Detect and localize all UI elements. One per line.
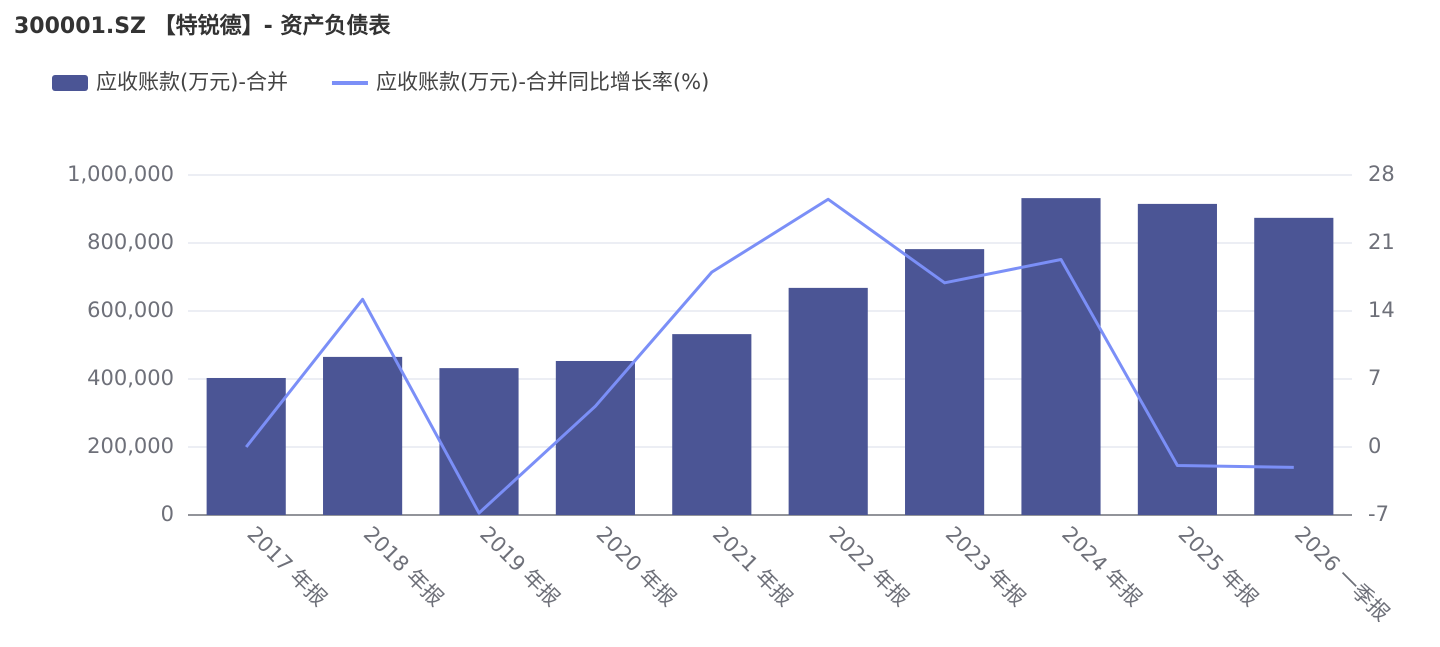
legend-swatch — [52, 75, 88, 91]
y-tick-label: 600,000 — [87, 298, 174, 322]
bar — [788, 287, 868, 515]
x-tick-label: 2018 年报 — [359, 522, 448, 611]
bar — [905, 249, 985, 515]
y2-tick-label: 7 — [1368, 366, 1381, 390]
y-tick-label: 1,000,000 — [67, 162, 174, 186]
line — [245, 197, 1294, 515]
bar — [323, 356, 403, 515]
bar — [1137, 203, 1217, 515]
y2-tick-label: -7 — [1368, 502, 1389, 526]
y-tick-label: 400,000 — [87, 366, 174, 390]
legend-label: 应收账款(万元)-合并同比增长率(%) — [376, 70, 709, 94]
x-tick-label: 2017 年报 — [242, 522, 331, 611]
x-tick-label: 2023 年报 — [941, 522, 1030, 611]
x-tick-label: 2025 年报 — [1174, 522, 1263, 611]
bar — [672, 334, 752, 515]
x-tick-label: 2020 年报 — [592, 522, 681, 611]
y2-tick-label: 21 — [1368, 230, 1395, 254]
chart-title: 300001.SZ 【特锐德】- 资产负债表 — [14, 13, 391, 39]
x-tick-label: 2022 年报 — [824, 522, 913, 611]
x-tick-label: 2021 年报 — [708, 522, 797, 611]
y-tick-label: 200,000 — [87, 434, 174, 458]
x-tick-label: 2024 年报 — [1057, 522, 1146, 611]
x-tick-label: 2019 年报 — [475, 522, 564, 611]
legend-label: 应收账款(万元)-合并 — [96, 70, 288, 94]
bar — [1021, 198, 1101, 515]
x-tick-label: 2026 一季报 — [1290, 522, 1394, 626]
y2-tick-label: 0 — [1368, 434, 1381, 458]
bar — [439, 368, 519, 515]
y-tick-label: 0 — [161, 502, 174, 526]
bar — [1254, 217, 1334, 515]
y-tick-label: 800,000 — [87, 230, 174, 254]
y2-tick-label: 14 — [1368, 298, 1395, 322]
bar — [555, 360, 635, 515]
y2-tick-label: 28 — [1368, 162, 1395, 186]
